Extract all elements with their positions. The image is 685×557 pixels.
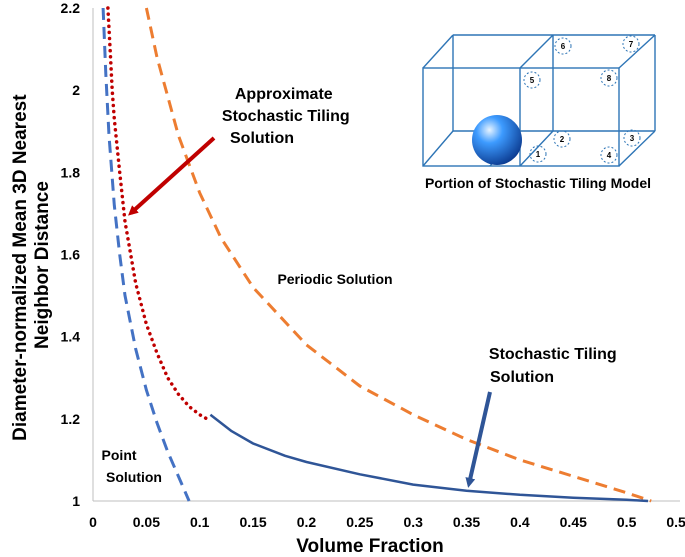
x-tick-label: 0.55 [666, 514, 685, 530]
annotation-stochastic-line-2: Solution [490, 369, 554, 386]
annotation-point-line-1: Point [102, 447, 137, 463]
x-tick-label: 0.05 [133, 514, 160, 530]
x-tick-label: 0 [89, 514, 97, 530]
y-tick-label: 1.2 [61, 411, 81, 427]
annotation-stochastic: Stochastic Tiling Solution [465, 346, 621, 488]
annotation-approx-stochastic: Approximate Stochastic Tiling Solution [128, 86, 354, 216]
y-tick-label: 1 [72, 493, 80, 509]
cube-site-circle [622, 35, 640, 53]
y-tick-label: 1.4 [61, 329, 81, 345]
cube-wireframe [422, 34, 656, 167]
cube-site-7: 7 [622, 35, 640, 53]
cube-site-label: 7 [629, 40, 634, 49]
cube-site-3: 3 [623, 129, 641, 147]
series-line-periodic-solution [144, 7, 652, 503]
cube-site-1: 1 [529, 145, 547, 163]
cube-site-circle [553, 130, 571, 148]
cube-site-2: 2 [553, 130, 571, 148]
series-layer [101, 6, 652, 503]
x-axis-title: Volume Fraction [296, 536, 443, 557]
x-tick-label: 0.1 [190, 514, 210, 530]
cube-site-circle [600, 146, 618, 164]
cube-site-circle [600, 69, 618, 87]
cube-site-circle [529, 145, 547, 163]
cube-site-label: 2 [560, 135, 565, 144]
cube-site-label: 4 [607, 151, 612, 160]
y-axis-title-line-2: Neighbor Distance [32, 181, 53, 349]
x-tick-label: 0.35 [453, 514, 480, 530]
y-tick-labels: 1 1.2 1.4 1.6 1.8 2 2.2 [61, 0, 81, 509]
cube-site-8: 8 [600, 69, 618, 87]
y-tick-label: 1.8 [61, 164, 81, 180]
svg-text:Stochastic Tiling Soluti: Stochastic Tiling Solution [489, 346, 621, 386]
y-tick-label: 2 [72, 82, 80, 98]
cube-site-circle [523, 71, 541, 89]
x-tick-label: 0.15 [239, 514, 266, 530]
svg-text:Approximate Stochastic T: Approximate Stochastic Tiling Solution [222, 86, 354, 147]
annotation-point-line-2: Solution [106, 469, 162, 485]
cube-site-labels: 1 2 3 4 5 6 7 8 [523, 35, 641, 164]
x-tick-label: 0.45 [560, 514, 587, 530]
annotation-approx-line-2: Stochastic Tiling [222, 108, 350, 125]
cube-site-label: 6 [561, 42, 566, 51]
x-tick-label: 0.4 [510, 514, 530, 530]
x-tick-label: 0.3 [403, 514, 423, 530]
annotation-periodic: Periodic Solution [277, 271, 392, 287]
x-tick-label: 0.5 [617, 514, 637, 530]
series-line-approximate-stochastic-tiling-solution [106, 6, 213, 423]
y-axis-title-line-1: Diameter-normalized Mean 3D Nearest [10, 94, 31, 441]
cube-site-6: 6 [554, 37, 572, 55]
inset-stochastic-tiling-model: 1 2 3 4 5 6 7 8 Portion of Stochastic Tiling Mo… [422, 34, 656, 191]
y-axis-title: Diameter-normalized Mean 3D Nearest Neig… [10, 89, 53, 441]
annotation-point: Point Solution [102, 447, 162, 485]
cube-site-label: 1 [536, 150, 541, 159]
x-tick-labels: 0 0.05 0.1 0.15 0.2 0.25 0.3 0.35 0.4 0.45 0.5 0.55 [89, 514, 685, 530]
x-tick-label: 0.2 [297, 514, 317, 530]
series-line-stochastic-tiling-solution [209, 413, 649, 503]
cube-site-label: 3 [630, 134, 635, 143]
annotation-stochastic-arrow [465, 391, 492, 488]
cube-site-label: 8 [607, 74, 612, 83]
annotation-approx-arrow [128, 136, 216, 216]
annotation-approx-line-3: Solution [230, 130, 294, 147]
series-line-point-solution [101, 7, 191, 502]
y-tick-label: 1.6 [61, 247, 81, 263]
sphere-particle [472, 115, 522, 165]
x-tick-label: 0.25 [346, 514, 373, 530]
cube-site-circle [623, 129, 641, 147]
cube-site-4: 4 [600, 146, 618, 164]
y-tick-label: 2.2 [61, 0, 81, 16]
inset-caption: Portion of Stochastic Tiling Model [425, 175, 651, 191]
annotation-stochastic-line-1: Stochastic Tiling [489, 346, 617, 363]
cube-site-circle [554, 37, 572, 55]
cube-site-5: 5 [523, 71, 541, 89]
cube-site-label: 5 [530, 76, 535, 85]
annotation-approx-line-1: Approximate [235, 86, 333, 103]
